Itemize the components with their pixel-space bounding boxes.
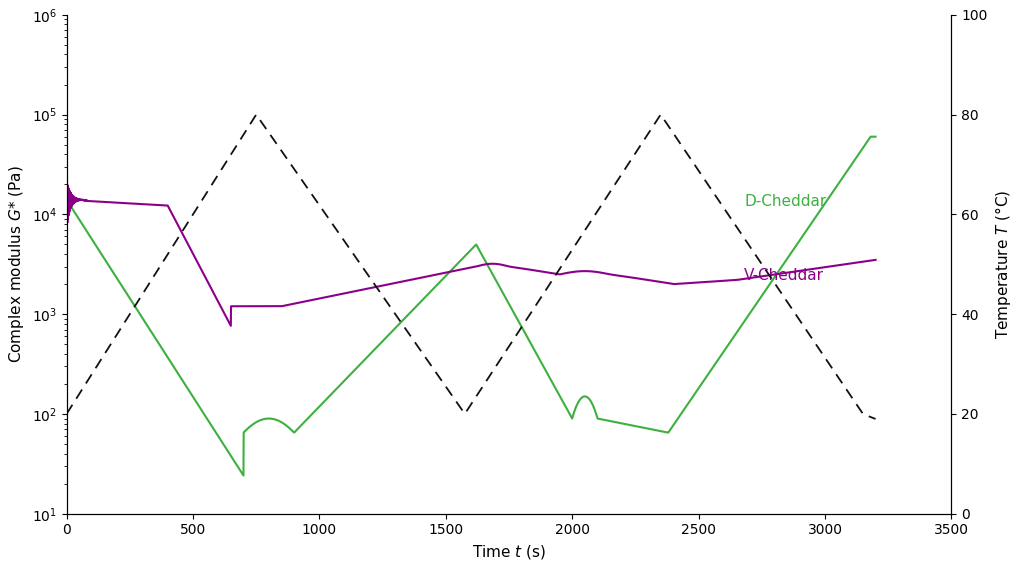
Y-axis label: Temperature $T$ (°C): Temperature $T$ (°C)	[993, 190, 1012, 339]
X-axis label: Time $t$ (s): Time $t$ (s)	[472, 543, 545, 561]
Text: V-Cheddar: V-Cheddar	[744, 268, 823, 283]
Text: D-Cheddar: D-Cheddar	[744, 194, 825, 210]
Y-axis label: Complex modulus $G$* (Pa): Complex modulus $G$* (Pa)	[7, 165, 25, 363]
